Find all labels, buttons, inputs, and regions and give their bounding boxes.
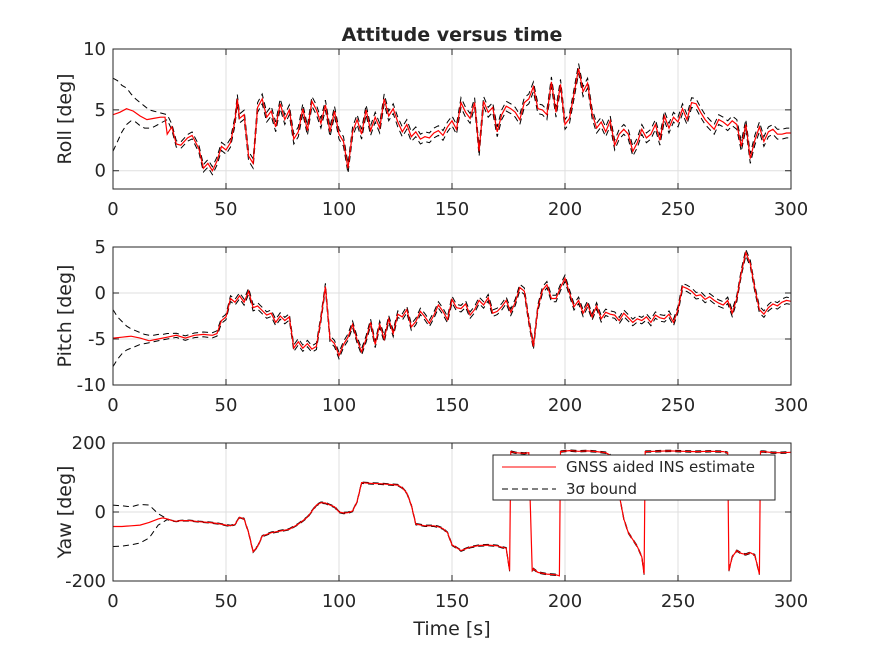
pitch-xtick-label-6: 300: [774, 395, 808, 416]
legend-box: [492, 454, 776, 501]
yaw-ytick-label-2: 200: [72, 433, 106, 454]
yaw-xtick-label-3: 150: [435, 591, 469, 612]
pitch-xtick-label-0: 0: [107, 395, 118, 416]
roll-xtick-label-5: 250: [661, 199, 695, 220]
yaw-ytick-label-1: 0: [95, 502, 106, 523]
roll-lower-bound-line: [113, 73, 791, 176]
legend-estimate-label: GNSS aided INS estimate: [566, 458, 755, 476]
pitch-estimate-line: [113, 250, 791, 358]
yaw-xtick-label-5: 250: [661, 591, 695, 612]
pitch-xtick-label-5: 250: [661, 395, 695, 416]
roll-upper-bound-line: [113, 63, 791, 168]
yaw-ytick-label-0: -200: [65, 571, 106, 592]
roll-xtick-label-6: 300: [774, 199, 808, 220]
yaw-xtick-label-2: 100: [322, 591, 356, 612]
yaw-xtick-label-6: 300: [774, 591, 808, 612]
yaw-xtick-label-4: 200: [548, 591, 582, 612]
legend: GNSS aided INS estimate 3σ bound: [492, 454, 776, 501]
pitch-ytick-label-3: 5: [95, 237, 106, 258]
pitch-panel: 0 50 100 150 200 250 300 -10 -5 0 5 Pitch [deg]: [54, 237, 808, 416]
yaw-estimate-line: [113, 449, 791, 577]
roll-ylabel: Roll [deg]: [54, 73, 76, 164]
yaw-ylabel: Yaw [deg]: [54, 466, 76, 560]
pitch-xtick-label-2: 100: [322, 395, 356, 416]
yaw-xlabel: Time [s]: [412, 618, 490, 640]
pitch-ytick-label-2: 0: [95, 283, 106, 304]
yaw-upper-bound-line: [113, 449, 791, 576]
roll-series: [113, 63, 791, 176]
pitch-xtick-label-1: 50: [215, 395, 238, 416]
roll-xtick-label-3: 150: [435, 199, 469, 220]
yaw-lower-bound-line: [113, 450, 791, 577]
pitch-ytick-label-1: -5: [88, 329, 106, 350]
roll-ytick-label-2: 10: [83, 39, 106, 60]
figure-title: Attitude versus time: [342, 24, 563, 46]
roll-ytick-label-1: 5: [95, 100, 106, 121]
roll-xtick-label-0: 0: [107, 199, 118, 220]
yaw-series: [113, 449, 791, 577]
pitch-xtick-label-3: 150: [435, 395, 469, 416]
roll-panel: 0 50 100 150 200 250 300 0 5 10 Roll [deg]: [54, 39, 808, 220]
pitch-ylabel: Pitch [deg]: [54, 265, 76, 368]
pitch-upper-bound-line: [113, 247, 791, 354]
pitch-xtick-label-4: 200: [548, 395, 582, 416]
pitch-series: [113, 247, 791, 367]
yaw-xtick-label-0: 0: [107, 591, 118, 612]
roll-xtick-label-1: 50: [215, 199, 238, 220]
legend-bound-label: 3σ bound: [566, 480, 637, 498]
yaw-xtick-label-1: 50: [215, 591, 238, 612]
roll-xtick-label-2: 100: [322, 199, 356, 220]
pitch-lower-bound-line: [113, 254, 791, 367]
roll-ytick-label-0: 0: [95, 161, 106, 182]
roll-estimate-line: [113, 68, 791, 172]
roll-xtick-label-4: 200: [548, 199, 582, 220]
pitch-ytick-label-0: -10: [77, 375, 106, 396]
